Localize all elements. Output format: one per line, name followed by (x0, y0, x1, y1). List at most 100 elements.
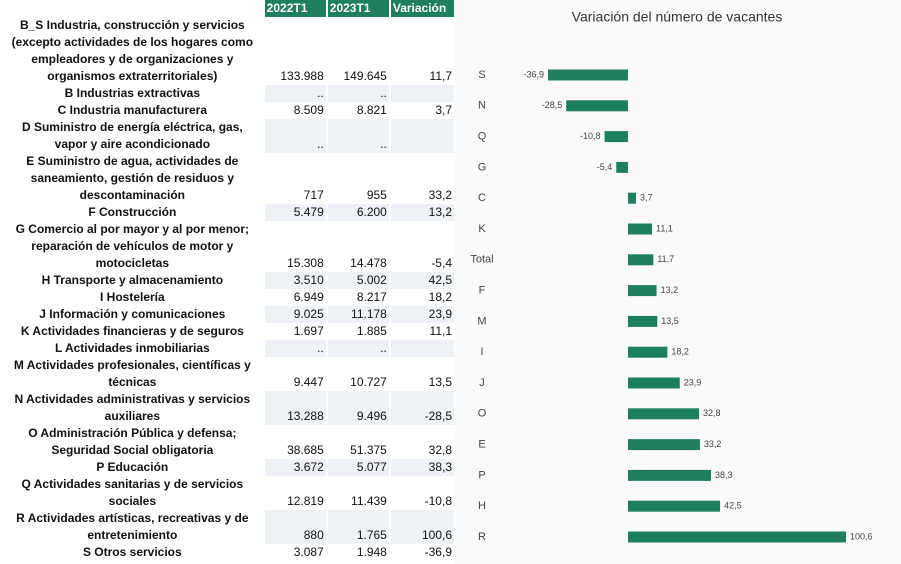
column-header: 2022T1 (264, 0, 326, 17)
cell: 3,7 (435, 103, 452, 117)
cell: 11,7 (429, 69, 452, 83)
cell: 23,9 (390, 306, 454, 323)
bar (627, 223, 653, 235)
bar (548, 69, 628, 81)
cell: 5.077 (327, 459, 389, 476)
cell: 100,6 (390, 510, 454, 544)
row-label: N Actividades administrativas y servicio… (14, 392, 251, 423)
category-label: O (478, 408, 487, 420)
cell: 9.447 (293, 375, 324, 389)
cell: 133.988 (280, 69, 324, 83)
table-row: E Suministro de agua, actividades de san… (2, 153, 454, 204)
row-label: B Industrias extractivas (64, 86, 201, 100)
cell: 3.510 (264, 272, 326, 289)
cell: .. (327, 85, 389, 102)
cell: .. (327, 340, 389, 357)
value-label: -28,5 (542, 100, 563, 110)
cell: 1.697 (293, 324, 324, 338)
cell: -36,9 (424, 545, 452, 559)
row-label: I Hostelería (99, 290, 165, 304)
cell: 1.885 (356, 324, 387, 338)
cell: 10.727 (350, 375, 387, 389)
row-label: G Comercio al por mayor y al por menor; … (15, 222, 250, 270)
category-label: K (478, 223, 486, 235)
bar (627, 377, 680, 389)
cell: 8.509 (293, 103, 324, 117)
row-label: R Actividades artísticas, recreativas y … (16, 511, 249, 542)
cell: 11.178 (327, 306, 389, 323)
row-label: B_S Industria, construcción y servicios … (11, 18, 254, 83)
cell: 955 (366, 188, 387, 202)
row-label: O Administración Pública y defensa; Segu… (28, 426, 237, 457)
row-label: Q Actividades sanitarias y de servicios … (21, 477, 244, 508)
value-label: 32,8 (703, 408, 721, 418)
category-label: C (478, 192, 486, 204)
cell: -10,8 (424, 494, 452, 508)
cell: 1.948 (356, 545, 387, 559)
bar (627, 315, 658, 327)
table-row: H Transporte y almacenamiento 3.510 5.002 4… (2, 272, 454, 289)
value-label: 18,2 (671, 347, 689, 357)
cell: 5.479 (264, 204, 326, 221)
table-row: Q Actividades sanitarias y de servicios … (2, 476, 454, 510)
row-label: F Construcción (88, 205, 177, 219)
cell: 38,3 (390, 459, 454, 476)
table-row: C Industria manufacturera 8.509 8.821 3,7 (2, 102, 454, 119)
value-label: 11,7 (657, 254, 674, 264)
category-label: R (478, 531, 486, 543)
row-label: D Suministro de energía eléctrica, gas, … (21, 120, 243, 151)
cell: 11.439 (351, 494, 387, 508)
row-label: K Actividades financieras y de seguros (20, 324, 244, 338)
category-label: J (479, 377, 485, 389)
category-label: Total (470, 254, 493, 266)
chart-title: Variación del número de vacantes (572, 9, 783, 25)
cell: 18,2 (428, 290, 452, 304)
table-row: B Industrias extractivas.... (2, 85, 454, 102)
cell: -28,5 (390, 391, 454, 425)
cell: 13.288 (264, 391, 326, 425)
row-label: S Otros servicios (82, 545, 182, 559)
table-row: I Hostelería 6.949 8.217 18,2 (2, 289, 454, 306)
cell: 38.685 (287, 443, 324, 457)
bar (627, 192, 636, 204)
category-label: F (479, 285, 486, 297)
cell: 14.478 (350, 256, 387, 270)
cell: 11,1 (429, 324, 452, 338)
row-label: H Transporte y almacenamiento (41, 273, 224, 287)
bar (627, 531, 846, 543)
bar (627, 254, 654, 266)
category-label: H (478, 500, 486, 512)
table-row: M Actividades profesionales, científicas… (2, 357, 454, 391)
cell: 8.217 (356, 290, 387, 304)
value-label: 33,2 (704, 439, 722, 449)
value-label: 11,1 (656, 223, 673, 233)
table-row: F Construcción 5.479 6.200 13,2 (2, 204, 454, 221)
cell: 32,8 (428, 443, 452, 457)
cell: .. (264, 85, 326, 102)
table-row: J Información y comunicaciones 9.025 11.17… (2, 306, 454, 323)
bar (627, 408, 700, 420)
data-table: 2022T1 2023T1 Variación B_S Industria, con… (2, 0, 454, 561)
table-row: S Otros servicios 3.087 1.948 -36,9 (2, 544, 454, 561)
header-blank (2, 0, 263, 17)
row-label: L Actividades inmobiliarias (54, 341, 210, 355)
cell: 33,2 (428, 188, 452, 202)
bar (566, 100, 628, 112)
category-label: Q (478, 131, 487, 143)
cell: 15.308 (287, 256, 324, 270)
cell: 13,5 (428, 375, 452, 389)
table-row: K Actividades financieras y de seguros 1.… (2, 323, 454, 340)
table-row: P Educación 3.672 5.077 38,3 (2, 459, 454, 476)
category-label: M (477, 315, 486, 327)
cell: 51.375 (350, 443, 387, 457)
column-header: 2023T1 (327, 0, 389, 17)
value-label: 42,5 (724, 501, 742, 511)
value-label: -10,8 (580, 131, 601, 141)
cell (390, 85, 454, 102)
cell: 9.496 (327, 391, 389, 425)
row-label: P Educación (96, 460, 169, 474)
cell: 42,5 (390, 272, 454, 289)
table-row: G Comercio al por mayor y al por menor; … (2, 221, 454, 272)
cell: 8.821 (356, 103, 387, 117)
table-row: R Actividades artísticas, recreativas y … (2, 510, 454, 544)
